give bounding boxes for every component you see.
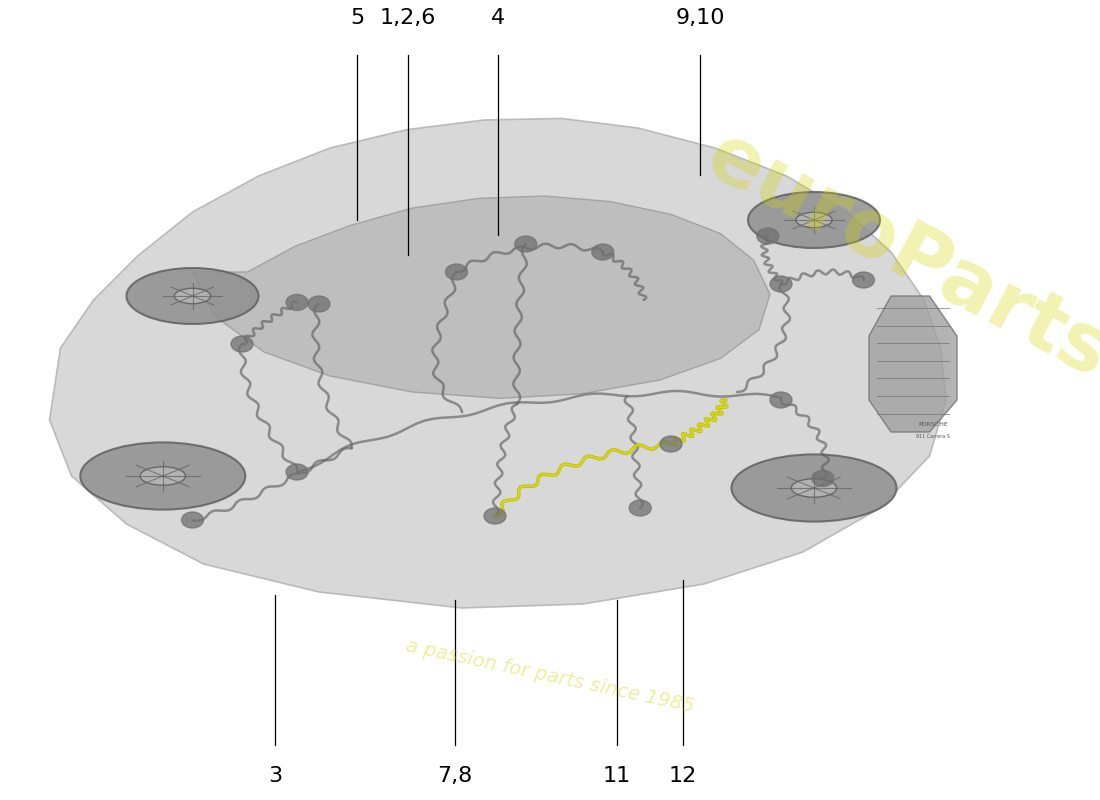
- Polygon shape: [50, 118, 946, 608]
- Circle shape: [812, 470, 834, 486]
- Text: 1,2,6: 1,2,6: [379, 8, 437, 28]
- Circle shape: [629, 500, 651, 516]
- Circle shape: [446, 264, 468, 280]
- Circle shape: [660, 436, 682, 452]
- Circle shape: [852, 272, 874, 288]
- Text: PORSCHE: PORSCHE: [917, 422, 948, 426]
- Ellipse shape: [126, 268, 258, 324]
- Circle shape: [515, 236, 537, 252]
- Text: 4: 4: [491, 8, 505, 28]
- Text: 9,10: 9,10: [675, 8, 725, 28]
- Text: 12: 12: [669, 766, 697, 786]
- Ellipse shape: [80, 442, 245, 510]
- Circle shape: [182, 512, 204, 528]
- Circle shape: [484, 508, 506, 524]
- Text: 5: 5: [350, 8, 364, 28]
- Text: 911 Carrera S: 911 Carrera S: [916, 434, 949, 438]
- Ellipse shape: [174, 288, 211, 304]
- Text: 11: 11: [603, 766, 631, 786]
- Ellipse shape: [791, 478, 837, 498]
- Circle shape: [231, 336, 253, 352]
- Circle shape: [308, 296, 330, 312]
- Circle shape: [770, 392, 792, 408]
- Circle shape: [286, 294, 308, 310]
- Polygon shape: [192, 196, 770, 398]
- Circle shape: [757, 228, 779, 244]
- Circle shape: [592, 244, 614, 260]
- Ellipse shape: [748, 192, 880, 248]
- Ellipse shape: [796, 212, 833, 228]
- Text: euroParts: euroParts: [693, 117, 1100, 395]
- Text: a passion for parts since 1985: a passion for parts since 1985: [404, 636, 696, 716]
- Text: 3: 3: [268, 766, 282, 786]
- Polygon shape: [869, 296, 957, 432]
- Circle shape: [770, 276, 792, 292]
- Ellipse shape: [140, 466, 186, 486]
- Text: 7,8: 7,8: [438, 766, 473, 786]
- Ellipse shape: [732, 454, 896, 522]
- Circle shape: [286, 464, 308, 480]
